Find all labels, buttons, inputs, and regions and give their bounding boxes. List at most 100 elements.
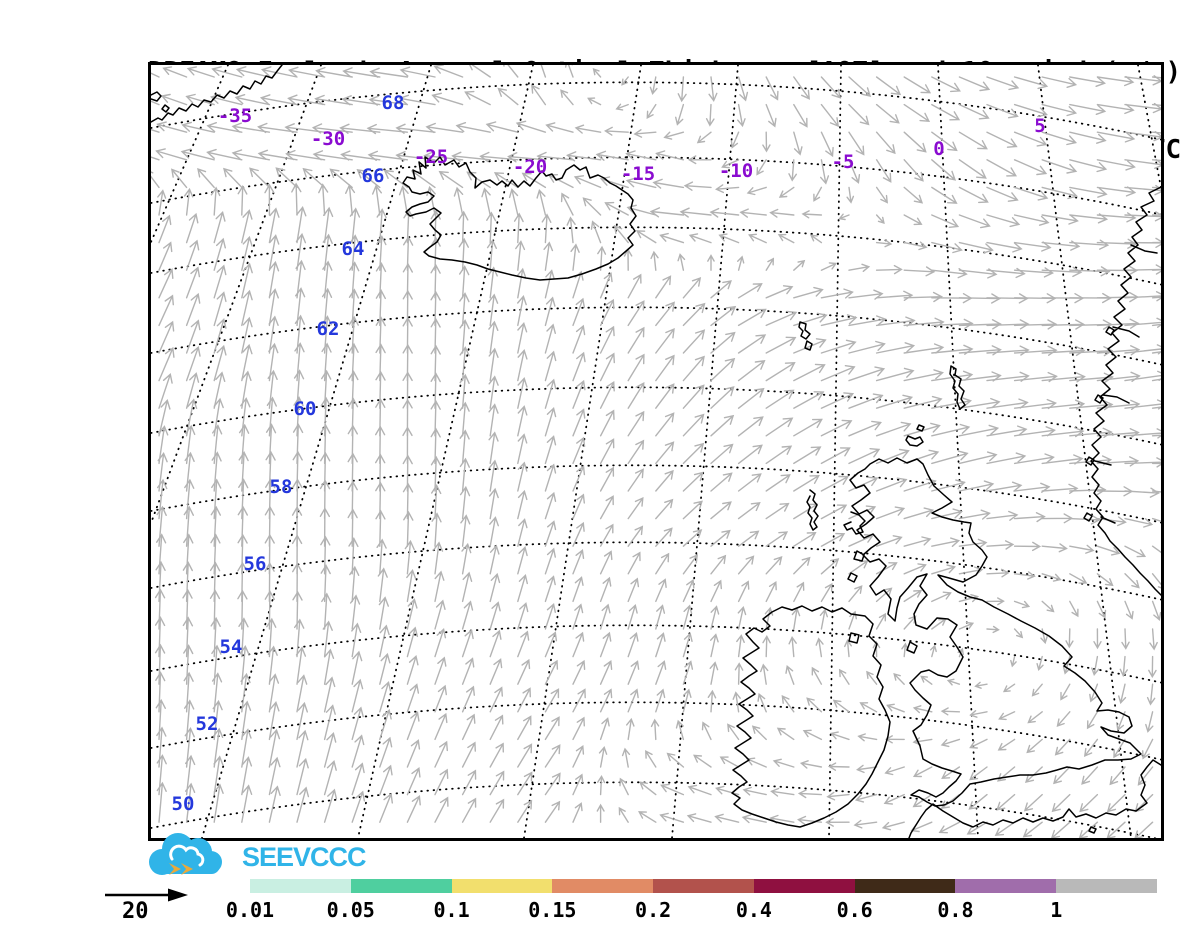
wind-arrow <box>748 233 767 244</box>
wind-arrow <box>825 817 850 827</box>
coast-ireland <box>731 605 891 828</box>
wind-arrow <box>820 504 848 520</box>
wind-arrow <box>544 406 557 437</box>
wind-arrow <box>623 248 633 271</box>
wind-arrow <box>931 214 960 228</box>
wind-arrow <box>848 476 879 492</box>
colorbar-segment <box>1056 879 1158 893</box>
wind-arrow <box>213 344 227 382</box>
wind-arrow <box>348 536 359 575</box>
wind-arrow <box>793 312 828 327</box>
wind-arrow <box>679 207 712 218</box>
wind-arrow <box>406 598 418 630</box>
wind-arrow <box>802 729 823 741</box>
wind-arrow <box>974 681 988 689</box>
wind-arrow <box>185 372 200 409</box>
wind-arrow <box>958 345 1002 356</box>
wind-arrow <box>1078 821 1099 838</box>
wind-arrow <box>903 563 927 575</box>
wind-arrow <box>1026 738 1043 754</box>
wind-arrow <box>1151 323 1161 327</box>
wind-arrow <box>572 716 585 741</box>
wind-arrow <box>1096 573 1114 587</box>
wind-arrow <box>599 298 615 327</box>
wind-arrow <box>765 389 795 409</box>
wind-arrow <box>572 659 586 685</box>
wind-arrow <box>769 208 795 218</box>
wind-arrow <box>1041 600 1055 613</box>
wind-arrow <box>920 675 933 685</box>
wind-arrow <box>572 603 584 630</box>
wind-arrow <box>212 699 223 741</box>
wind-arrow <box>1023 793 1043 812</box>
wind-arrow <box>235 66 271 78</box>
wind-arrow <box>403 510 414 547</box>
wind-arrow <box>709 661 719 685</box>
wind-arrow <box>820 262 838 271</box>
wind-arrow <box>1151 600 1161 622</box>
wind-arrow <box>820 419 853 437</box>
wind-arrow <box>655 498 674 520</box>
wind-arrow <box>486 239 497 271</box>
wind-arrow <box>160 93 188 106</box>
wind-arrow <box>793 131 803 156</box>
wind-arrow <box>536 188 547 216</box>
wind-arrow <box>682 529 703 547</box>
wind-arrow <box>268 673 280 713</box>
wind-arrow <box>1013 541 1042 552</box>
wind-arrow <box>675 719 685 741</box>
wind-arrow <box>820 288 854 299</box>
wind-arrow <box>1051 793 1071 813</box>
wind-arrow <box>1137 766 1154 786</box>
meridian-line <box>201 65 432 838</box>
wind-arrow <box>826 791 850 801</box>
wind-arrow <box>903 589 923 603</box>
wind-arrow <box>710 633 719 658</box>
wind-arrow <box>1013 453 1055 465</box>
wind-arrow <box>1013 426 1056 437</box>
wind-arrow <box>151 128 160 133</box>
wind-arrow <box>1069 600 1079 618</box>
wind-arrow <box>268 756 281 796</box>
wind-arrow <box>185 319 201 354</box>
wind-arrow <box>565 65 574 78</box>
wind-arrow <box>1146 683 1156 706</box>
wind-arrow <box>819 608 828 630</box>
wind-arrow <box>379 736 393 768</box>
wind-arrow <box>710 357 736 382</box>
wind-arrow <box>154 615 166 658</box>
wind-arrow <box>958 451 998 465</box>
wind-arrow <box>1013 628 1024 639</box>
wind-arrow <box>778 186 795 198</box>
wind-arrow <box>182 588 193 630</box>
wind-arrow <box>875 421 912 437</box>
wind-arrow <box>627 688 639 713</box>
wind-arrow <box>544 435 557 465</box>
wind-arrow <box>493 172 519 189</box>
wind-arrow <box>517 377 528 409</box>
wind-arrow <box>351 622 362 658</box>
wind-arrow <box>958 76 991 92</box>
wind-arrow <box>958 480 995 492</box>
wind-arrow <box>157 189 167 216</box>
wind-arrow <box>931 159 957 181</box>
lon-label: 5 <box>1034 115 1045 137</box>
wind-arrow <box>1124 317 1161 328</box>
wind-arrow <box>820 159 830 185</box>
wind-arrow <box>158 214 172 244</box>
wind-arrow <box>544 323 556 354</box>
wind-arrow <box>785 664 795 685</box>
wind-arrow <box>875 214 885 225</box>
wind-arrow <box>213 237 226 271</box>
wind-arrow <box>675 103 685 126</box>
wind-arrow <box>1124 457 1161 468</box>
wind-arrow <box>625 177 657 189</box>
wind-arrow <box>1069 131 1107 144</box>
wind-arrow <box>737 530 760 547</box>
wind-arrow <box>572 745 585 768</box>
wind-arrow <box>604 201 629 216</box>
wind-arrow <box>1031 683 1043 697</box>
wind-arrow <box>434 570 445 603</box>
wind-arrow <box>488 320 499 354</box>
wind-arrow <box>322 620 333 658</box>
